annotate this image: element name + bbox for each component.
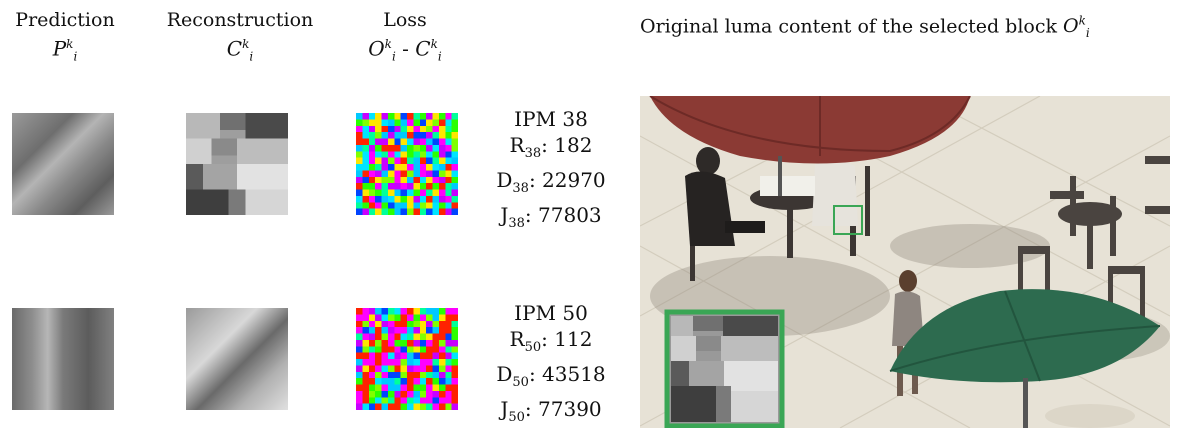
prediction-block-ipm38	[12, 113, 114, 215]
header-prediction: Prediction Pki	[0, 8, 130, 69]
cost-value: J50: 77390	[500, 397, 602, 425]
header-prediction-symbol: Pki	[52, 36, 78, 64]
header-reconstruction-title: Reconstruction	[166, 9, 314, 31]
original-photo	[640, 96, 1170, 428]
loss-block-ipm38	[356, 113, 458, 215]
rate-value: R50: 112	[509, 327, 593, 355]
stats-ipm50: IPM 50 R50: 112 D50: 43518 J50: 77390	[486, 300, 616, 431]
ipm-label: IPM 38	[514, 107, 588, 131]
original-block-title: Original luma content of the selected bl…	[640, 14, 1090, 41]
header-loss-title: Loss	[383, 9, 427, 31]
loss-block-ipm50	[356, 308, 458, 410]
distortion-value: D50: 43518	[496, 362, 606, 390]
header-loss: Loss Oki - Cki	[335, 8, 475, 69]
prediction-block-ipm50	[12, 308, 114, 410]
rate-value: R38: 182	[509, 133, 593, 161]
reconstruction-block-ipm50	[186, 308, 288, 410]
ipm-label: IPM 50	[514, 301, 588, 325]
cost-value: J38: 77803	[500, 203, 602, 231]
header-prediction-title: Prediction	[15, 9, 115, 31]
reconstruction-block-ipm38	[186, 113, 288, 215]
distortion-value: D38: 22970	[496, 168, 606, 196]
header-reconstruction-symbol: Cki	[226, 36, 254, 64]
header-reconstruction: Reconstruction Cki	[150, 8, 330, 69]
stats-ipm38: IPM 38 R38: 182 D38: 22970 J38: 77803	[486, 106, 616, 237]
header-loss-symbol: Oki - Cki	[368, 36, 442, 64]
